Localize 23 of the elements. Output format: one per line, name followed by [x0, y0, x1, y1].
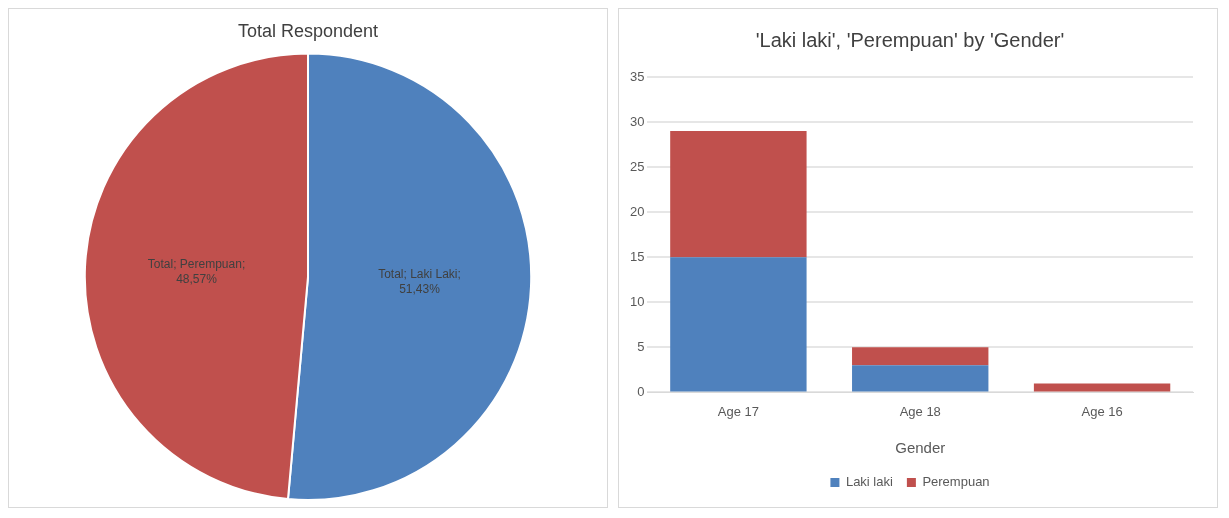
bar [852, 365, 989, 392]
bar [852, 347, 989, 366]
y-tick-label: 30 [629, 113, 645, 129]
bar [670, 257, 807, 392]
y-tick-label: 15 [629, 248, 645, 264]
y-tick-label: 25 [629, 158, 645, 174]
y-tick-label: 35 [629, 68, 645, 84]
y-tick-label: 10 [629, 293, 645, 309]
legend-label: Perempuan [922, 474, 990, 490]
x-tick-label: Age 16 [1081, 403, 1123, 419]
legend-label: Laki laki [845, 474, 893, 490]
x-axis-title: Gender [895, 439, 946, 457]
chart-title: 'Laki laki', 'Perempuan' by 'Gender' [755, 28, 1065, 51]
data-label: Total; Perempuan; 48,57% [147, 256, 246, 286]
chart-title: Total Respondent [237, 20, 379, 41]
y-tick-label: 20 [629, 203, 645, 219]
bar [1033, 383, 1171, 392]
x-tick-label: Age 18 [899, 403, 941, 419]
y-tick-label: 0 [637, 383, 645, 399]
y-tick-label: 5 [637, 338, 645, 354]
x-tick-label: Age 17 [717, 403, 759, 419]
bar [670, 131, 807, 258]
data-label: Total; Laki Laki; 51,43% [378, 266, 461, 296]
